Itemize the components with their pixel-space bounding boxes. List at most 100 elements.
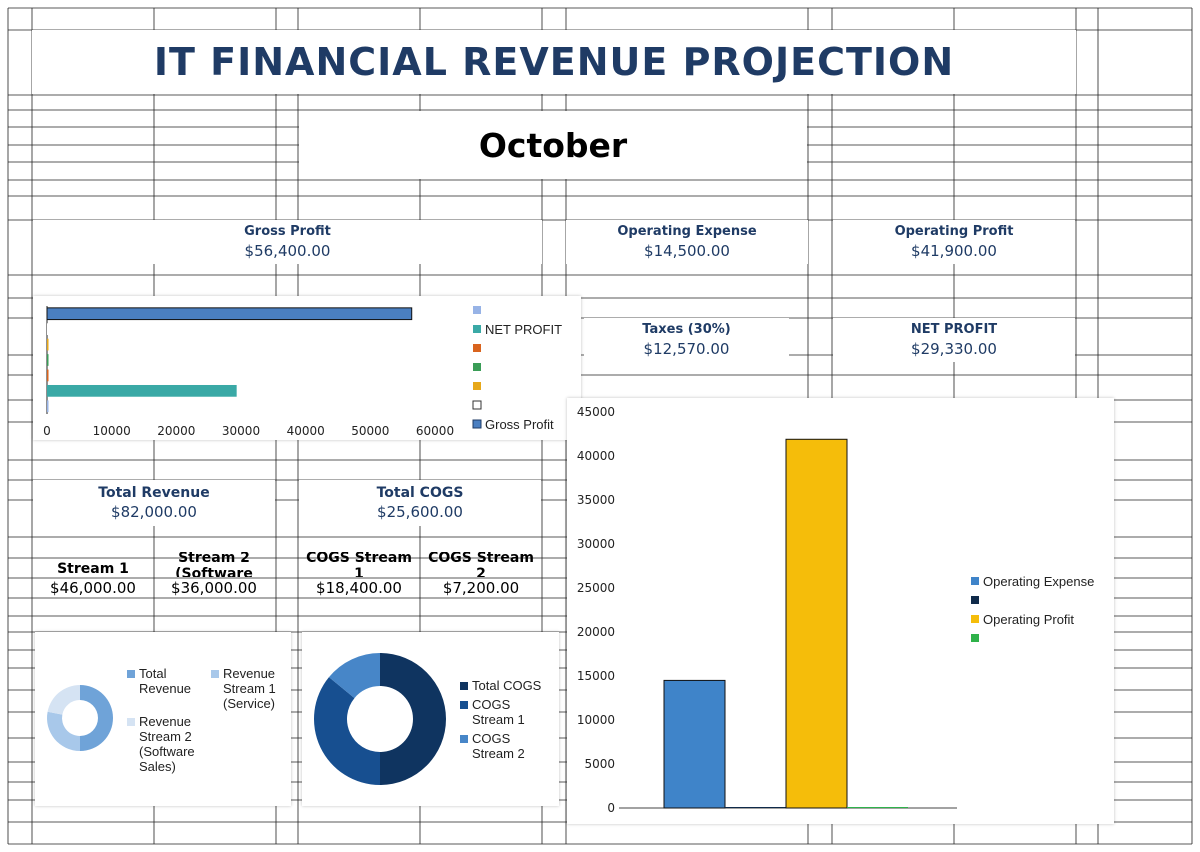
bar-3	[847, 807, 908, 808]
kpi-gross-profit: Gross Profit $56,400.00	[33, 220, 542, 264]
bar-2	[785, 438, 848, 809]
legend-label: Gross Profit	[485, 417, 554, 432]
stream-2-value-cell: $36,000.00	[154, 579, 274, 599]
kpi-label: Operating Expense	[617, 224, 757, 239]
bar-1	[725, 807, 786, 808]
x-tick-label: 30000	[222, 424, 260, 438]
cogs-donut-chart[interactable]: Total COGS COGS Stream 1 COGS Stream 2	[302, 632, 559, 806]
x-tick-label: 0	[43, 424, 51, 438]
kpi-value: $25,600.00	[377, 503, 463, 521]
stream-value: $18,400.00	[316, 579, 402, 597]
profit-bar-chart[interactable]: 0 10000 20000 30000 40000 50000 60000 NET PROFI…	[33, 296, 581, 440]
donut-slice-0	[380, 653, 446, 785]
profit-bar-chart-svg: 0 10000 20000 30000 40000 50000 60000 NET PROFI…	[43, 306, 562, 438]
legend-label: COGS Stream 1	[472, 697, 525, 727]
cogs-donut-legend: Total COGS COGS Stream 1 COGS Stream 2	[460, 678, 559, 798]
legend-swatch	[211, 670, 219, 678]
stream-1-value-cell: $46,000.00	[33, 579, 153, 599]
legend-swatch	[472, 419, 482, 429]
legend-swatch	[460, 701, 468, 709]
kpi-value: $14,500.00	[644, 242, 730, 260]
operating-bar-chart[interactable]: 0 5000 10000 15000 20000 25000 30000 35000 40000…	[567, 398, 1114, 824]
kpi-operating-profit: Operating Profit $41,900.00	[833, 220, 1075, 264]
x-tick-label: 10000	[93, 424, 131, 438]
stream-label: Stream 1	[57, 561, 129, 577]
legend-label: NET PROFIT	[485, 322, 562, 337]
legend-swatch	[473, 363, 481, 371]
legend-swatch	[971, 596, 979, 604]
stream-label: Stream 2 (Software	[175, 552, 253, 577]
legend-entry: COGS Stream 2	[460, 731, 552, 761]
legend-swatch	[971, 634, 979, 642]
kpi-total-revenue: Total Revenue $82,000.00	[33, 480, 275, 526]
cogs-donut-svg	[314, 653, 446, 785]
legend-label: Revenue Stream 2 (Software Sales)	[139, 714, 195, 774]
bar-4	[47, 369, 49, 382]
legend-entry: Revenue Stream 1 (Service)	[211, 666, 285, 711]
legend-entry: COGS Stream 1	[460, 697, 552, 727]
y-tick-label: 40000	[577, 449, 615, 463]
kpi-value: $82,000.00	[111, 503, 197, 521]
x-tick-label: 50000	[351, 424, 389, 438]
kpi-value: $41,900.00	[911, 242, 997, 260]
kpi-label: NET PROFIT	[910, 322, 998, 337]
legend-entry: Total COGS	[460, 678, 552, 693]
month-label: October	[478, 125, 628, 165]
cogs-stream-2-value-cell: $7,200.00	[421, 579, 541, 599]
revenue-donut-legend: Total Revenue Revenue Stream 1 (Service) R…	[127, 666, 287, 806]
stream-1-label-cell: Stream 1	[33, 558, 153, 578]
kpi-label: Gross Profit	[244, 224, 331, 239]
legend-swatch	[971, 615, 979, 623]
revenue-donut-svg	[47, 685, 113, 751]
donut-slice-0	[80, 685, 113, 751]
bar-2	[47, 338, 49, 351]
kpi-net-profit: NET PROFIT $29,330.00	[833, 318, 1075, 362]
kpi-value: $29,330.00	[911, 340, 997, 358]
cogs-stream-1-value-cell: $18,400.00	[299, 579, 419, 599]
donut-slice-1	[314, 677, 380, 785]
legend-label: Total COGS	[472, 678, 542, 693]
operating-bar-chart-svg: 0 5000 10000 15000 20000 25000 30000 35000 40000…	[577, 405, 1094, 815]
legend-swatch	[473, 325, 481, 333]
legend-label: Revenue Stream 1 (Service)	[223, 666, 276, 711]
donut-slice-2	[47, 685, 80, 715]
legend-swatch	[127, 670, 135, 678]
y-tick-label: 35000	[577, 493, 615, 507]
legend-swatch	[473, 382, 481, 390]
stream-value: $46,000.00	[50, 579, 136, 597]
kpi-taxes: Taxes (30%) $12,570.00	[584, 318, 789, 362]
bar-3	[47, 354, 49, 366]
cogs-stream-2-label-cell: COGS Stream 2	[421, 552, 541, 577]
stream-label: COGS Stream 2	[428, 552, 534, 577]
legend-swatch	[473, 306, 481, 314]
bar-1	[47, 323, 49, 336]
donut-slice-1	[47, 711, 80, 751]
y-tick-label: 20000	[577, 625, 615, 639]
legend-swatch	[127, 718, 135, 726]
stream-label: COGS Stream 1	[306, 552, 412, 577]
x-tick-label: 60000	[416, 424, 454, 438]
bar-0	[663, 679, 726, 809]
legend-swatch	[473, 344, 481, 352]
revenue-donut-chart[interactable]: Total Revenue Revenue Stream 1 (Service) R…	[35, 632, 291, 806]
legend-label: Operating Profit	[983, 612, 1074, 627]
kpi-label: Taxes (30%)	[642, 322, 731, 337]
cogs-stream-1-label-cell: COGS Stream 1	[299, 552, 419, 577]
page-title: IT FINANCIAL REVENUE PROJECTION	[153, 40, 955, 84]
kpi-label: Total COGS	[376, 485, 464, 501]
donut-slice-2	[328, 653, 380, 699]
legend-label: Operating Expense	[983, 574, 1094, 589]
y-tick-label: 15000	[577, 669, 615, 683]
stream-value: $7,200.00	[442, 579, 520, 597]
kpi-operating-expense: Operating Expense $14,500.00	[566, 220, 808, 264]
stream-value: $36,000.00	[171, 579, 257, 597]
y-tick-label: 30000	[577, 537, 615, 551]
x-tick-label: 20000	[157, 424, 195, 438]
y-tick-label: 25000	[577, 581, 615, 595]
legend-swatch	[460, 735, 468, 743]
bar-6	[47, 400, 49, 413]
y-tick-label: 5000	[584, 757, 615, 771]
kpi-label: Total Revenue	[98, 485, 210, 501]
legend-entry: Total Revenue	[127, 666, 201, 696]
kpi-value: $56,400.00	[244, 242, 331, 260]
